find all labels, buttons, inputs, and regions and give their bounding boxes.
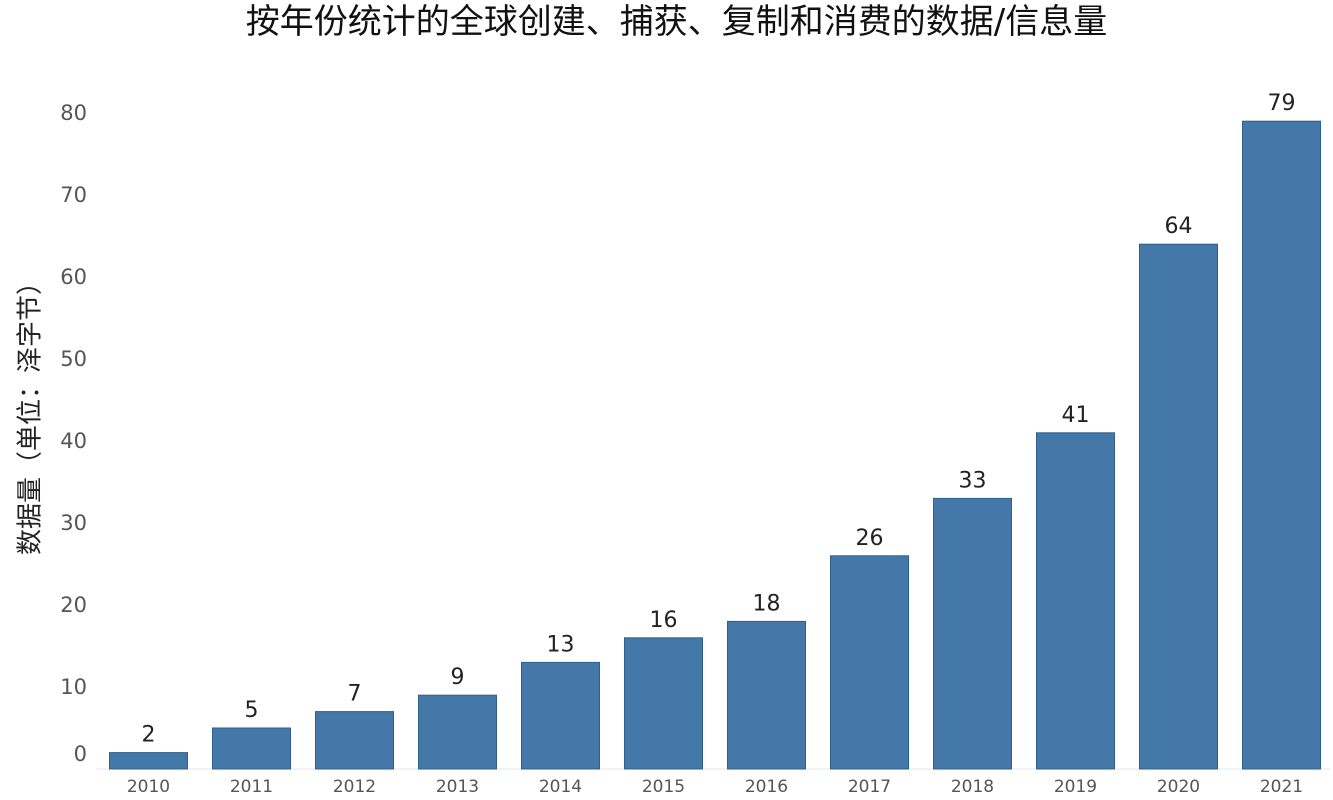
data-label: 79 [1268,91,1296,116]
bar-2017 [830,555,909,770]
data-label: 33 [959,468,987,493]
x-tick-label: 2016 [745,777,788,797]
data-label: 5 [245,698,259,723]
data-label: 26 [856,526,884,551]
y-tick-label: 10 [60,675,87,699]
bar-2010 [109,752,188,770]
x-tick-label: 2013 [436,777,479,797]
y-tick-label: 80 [60,101,87,125]
x-tick-label: 2014 [539,777,582,797]
bar-2011 [212,727,291,770]
y-tick-label: 70 [60,183,87,207]
bar-2016 [727,620,806,770]
y-tick-label: 0 [74,742,87,766]
x-tick-label: 2019 [1054,777,1097,797]
x-tick-label: 2015 [642,777,685,797]
data-label: 7 [348,682,362,707]
y-tick-label: 60 [60,265,87,289]
y-tick-label: 50 [60,347,87,371]
x-tick-label: 2011 [230,777,273,797]
chart-title: 按年份统计的全球创建、捕获、复制和消费的数据/信息量 [245,2,1108,42]
x-tick-label: 2010 [127,777,170,797]
data-label: 64 [1165,214,1193,239]
bar-2012 [315,711,394,770]
x-axis-ticks: 2010 2011 2012 2013 2014 2015 2016 2017 2018 2019… [127,777,1303,797]
data-label: 9 [451,665,465,690]
data-label: 16 [650,608,678,633]
x-tick-label: 2017 [848,777,891,797]
x-tick-label: 2021 [1260,777,1303,797]
bars [109,120,1321,770]
data-label: 41 [1062,403,1090,428]
data-label: 18 [753,591,781,616]
y-tick-label: 20 [60,593,87,617]
data-label: 2 [142,723,156,748]
bar-2021 [1242,120,1321,770]
y-tick-label: 40 [60,429,87,453]
bar-2020 [1139,243,1218,770]
y-tick-label: 30 [60,511,87,535]
bar-2018 [933,497,1012,770]
data-label: 13 [547,632,575,657]
y-axis-ticks: 0 10 20 30 40 50 60 70 80 [60,101,87,766]
bar-2013 [418,694,497,770]
x-tick-label: 2018 [951,777,994,797]
x-tick-label: 2020 [1157,777,1200,797]
x-tick-label: 2012 [333,777,376,797]
bar-2014 [521,661,600,770]
bar-2015 [624,637,703,770]
bar-2019 [1036,432,1115,770]
